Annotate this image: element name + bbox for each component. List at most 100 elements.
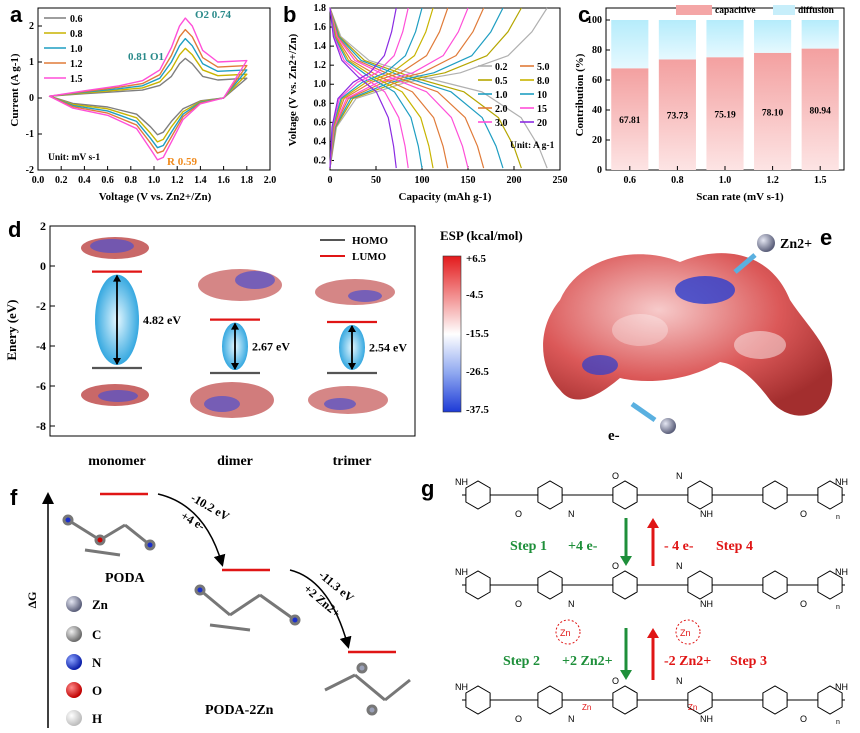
gap-arrowhead-up bbox=[231, 322, 239, 330]
a-legend-label: 1.2 bbox=[70, 59, 83, 70]
chain-end-nh-left: NH bbox=[455, 477, 468, 487]
bar-capacitive bbox=[801, 48, 839, 171]
e-arrow-icon bbox=[630, 401, 657, 423]
step1-value: +4 e- bbox=[568, 539, 598, 554]
b-xtick-label: 0 bbox=[328, 175, 333, 186]
chain-end-nh-right: NH bbox=[835, 477, 848, 487]
zn-arrow-icon bbox=[733, 253, 757, 274]
esp-scale-5: -37.5 bbox=[466, 404, 489, 416]
benzene-ring-icon bbox=[762, 685, 788, 715]
chain-nitrogen: N bbox=[676, 471, 683, 481]
panel-a-legend: 0.6 0.8 1.0 1.2 1.5 bbox=[44, 14, 83, 85]
peak-r-label: R 0.59 bbox=[167, 156, 197, 168]
panel-d-axis-ticks: 2 0 -2 -4 -6 -8 bbox=[36, 219, 55, 433]
d-ytick-label: -6 bbox=[36, 379, 46, 393]
b-legend-label: 0.5 bbox=[495, 76, 508, 87]
benzene-ring-icon bbox=[687, 480, 713, 510]
charge-curve-5.0 bbox=[329, 7, 449, 169]
esp-title: ESP (kcal/mol) bbox=[440, 228, 523, 243]
step3-value: -2 Zn2+ bbox=[664, 654, 711, 669]
atom-n-icon bbox=[66, 654, 82, 670]
panel-label-d: d bbox=[8, 217, 21, 242]
category-dimer: dimer bbox=[217, 454, 253, 469]
esp-scale-4: -26.5 bbox=[466, 366, 489, 378]
atom-zn-label: Zn bbox=[92, 597, 109, 612]
a-ytick-label: 2 bbox=[29, 21, 34, 32]
panel-d-levels: 4.82 eV 2.67 eV 2.54 eV bbox=[92, 270, 407, 375]
c-xtick-label: 0.6 bbox=[624, 175, 637, 186]
panel-a-unit: Unit: mV s-1 bbox=[48, 153, 100, 163]
b-legend-label: 2.0 bbox=[495, 104, 508, 115]
chain-nh-group: NH bbox=[700, 599, 713, 609]
discharge-curve-20 bbox=[329, 7, 397, 169]
bar-diffusion bbox=[706, 20, 744, 58]
c-ytick-label: 80 bbox=[592, 45, 602, 56]
cv-curve-0.6 bbox=[48, 57, 248, 136]
molecule-poda-2zn bbox=[324, 662, 411, 716]
chain-oxygen: O bbox=[515, 599, 522, 609]
panel-a-axis-ticks: 0.0 0.2 0.4 0.6 0.8 1.0 1.2 1.4 1.6 1.8 2.0 -2 -1 0 1 2 bbox=[26, 21, 277, 186]
a-xtick-label: 1.0 bbox=[148, 175, 161, 186]
atom-c-icon bbox=[66, 626, 82, 642]
panel-b: b 0 50 100 150 200 250 0.2 0.4 0.6 0.8 1.0 1.2 1.4 1.… bbox=[283, 2, 568, 203]
benzene-ring-icon bbox=[537, 570, 563, 600]
b-legend-label: 10 bbox=[537, 90, 547, 101]
a-xtick-label: 0.8 bbox=[125, 175, 138, 186]
discharge-curve-10 bbox=[329, 7, 423, 169]
benzene-ring-icon bbox=[612, 570, 638, 600]
c-ytick-label: 20 bbox=[592, 135, 602, 146]
panel-c-ylabel: Contribution (%) bbox=[574, 53, 586, 136]
c-xtick-label: 1.0 bbox=[719, 175, 732, 186]
b-xtick-label: 50 bbox=[371, 175, 381, 186]
charge-curve-0.5 bbox=[329, 7, 522, 169]
atom-o-label: O bbox=[92, 683, 102, 698]
chain-oxygen: O bbox=[515, 714, 522, 724]
atom-h-icon bbox=[66, 710, 82, 726]
chain-oxygen: O bbox=[612, 676, 619, 686]
peak-o2-label: O2 0.74 bbox=[195, 9, 232, 21]
step1-arrowhead-icon bbox=[620, 556, 632, 566]
zn-ion-label: Zn2+ bbox=[780, 237, 812, 252]
a-xtick-label: 1.8 bbox=[241, 175, 254, 186]
panel-d: d 2 0 -2 -4 -6 -8 Enery (eV) 4.82 eV 2.67 eV 2.… bbox=[4, 217, 416, 469]
a-ytick-label: -1 bbox=[26, 129, 34, 140]
discharge-curve-15 bbox=[329, 7, 409, 169]
atom-h-label: H bbox=[92, 711, 102, 726]
discharge-curve-8.0 bbox=[329, 7, 434, 169]
legend-homo-label: HOMO bbox=[352, 235, 388, 247]
panel-label-e: e bbox=[820, 225, 832, 250]
benzene-ring-icon bbox=[687, 570, 713, 600]
a-ytick-label: 0 bbox=[29, 93, 34, 104]
panel-e: e ESP (kcal/mol) +6.5 -4.5 -15.5 -26.5 -… bbox=[440, 225, 832, 444]
zn-ion-icon bbox=[757, 234, 775, 252]
benzene-ring-icon bbox=[537, 480, 563, 510]
b-ytick-label: 0.6 bbox=[314, 117, 327, 128]
b-legend-label: 20 bbox=[537, 118, 547, 129]
electron-label: e- bbox=[608, 428, 620, 444]
chain-nitrogen: N bbox=[676, 561, 683, 571]
gap-arrowhead-up bbox=[348, 325, 356, 332]
charge-curve-1.0 bbox=[329, 7, 504, 169]
a-xtick-label: 0.2 bbox=[55, 175, 68, 186]
a-xtick-label: 2.0 bbox=[264, 175, 277, 186]
panel-a-ylabel: Current (A g-1) bbox=[9, 53, 21, 126]
panel-label-f: f bbox=[10, 485, 18, 510]
b-xtick-label: 200 bbox=[507, 175, 522, 186]
atom-n-label: N bbox=[92, 655, 102, 670]
panel-a-curves bbox=[48, 17, 248, 161]
cv-curve-0.8 bbox=[48, 47, 248, 143]
d-ytick-label: 0 bbox=[40, 259, 46, 273]
category-trimer: trimer bbox=[333, 454, 372, 469]
atom-o-icon bbox=[66, 682, 82, 698]
step2-label: Step 2 bbox=[503, 654, 540, 669]
cv-curve-1.5 bbox=[48, 17, 248, 161]
zn-ion-text-right: Zn bbox=[680, 628, 691, 638]
chain-end-nh-left: NH bbox=[455, 567, 468, 577]
benzene-ring-icon bbox=[612, 480, 638, 510]
panel-d-ylabel: Enery (eV) bbox=[4, 299, 19, 360]
a-xtick-label: 1.6 bbox=[217, 175, 230, 186]
repeat-unit-n: n bbox=[836, 604, 840, 611]
panel-a-xlabel: Voltage (V vs. Zn2+/Zn) bbox=[99, 191, 212, 203]
benzene-ring-icon bbox=[465, 480, 491, 510]
c-ytick-label: 60 bbox=[592, 75, 602, 86]
